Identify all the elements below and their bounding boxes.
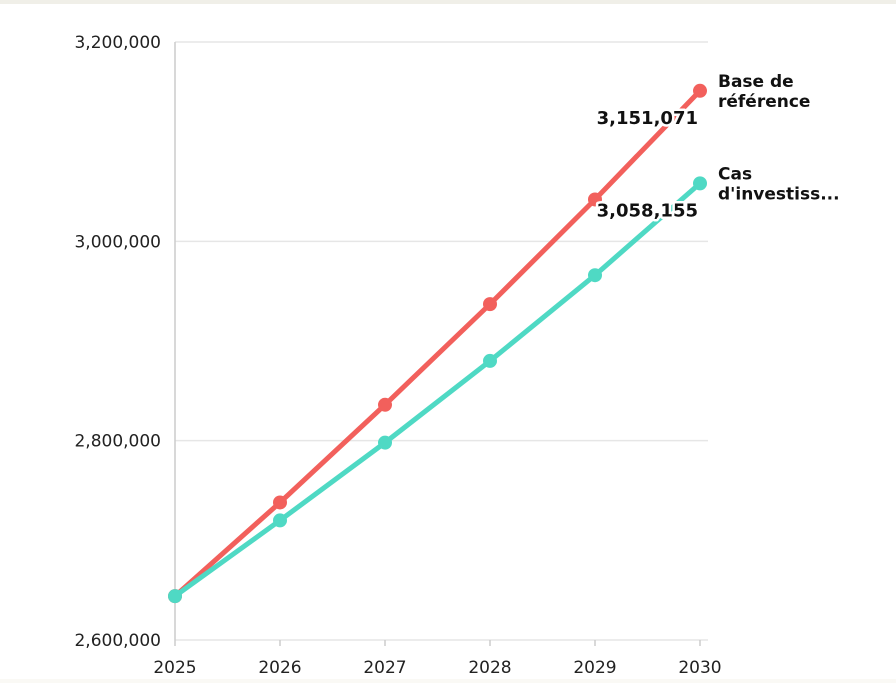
baseline-data-point <box>378 397 392 412</box>
y-tick-label: 2,600,000 <box>74 631 161 651</box>
baseline-series-name-label: Base de <box>718 72 794 92</box>
x-tick-label: 2028 <box>468 658 511 678</box>
investment-data-point <box>693 176 707 191</box>
y-tick-label: 3,200,000 <box>74 33 161 53</box>
y-axis-ticks: 2,600,000 2,800,000 3,000,000 3,200,000 <box>74 33 161 651</box>
series-lines <box>168 83 707 604</box>
investment-data-point <box>378 435 392 450</box>
x-tick-label: 2029 <box>573 658 616 678</box>
baseline-data-point <box>588 192 602 207</box>
investment-data-point <box>273 513 287 528</box>
baseline-end-value-label: 3,151,071 <box>597 108 698 129</box>
baseline-series-name-label: référence <box>718 92 810 112</box>
x-tick-label: 2026 <box>258 658 301 678</box>
investment-series-name-label: d'investiss... <box>718 184 840 204</box>
baseline-series-line <box>172 88 703 599</box>
gridlines <box>174 41 708 641</box>
y-tick-label: 2,800,000 <box>74 432 161 452</box>
x-axis-ticks: 2025 2026 2027 2028 2029 2030 <box>153 640 722 678</box>
baseline-data-point <box>483 297 497 312</box>
baseline-data-point <box>693 83 707 98</box>
investment-series-line <box>172 180 703 599</box>
investment-data-point <box>588 268 602 283</box>
line-chart: 2,600,000 2,800,000 3,000,000 3,200,000 202… <box>74 33 840 678</box>
y-tick-label: 3,000,000 <box>74 232 161 252</box>
x-tick-label: 2025 <box>153 658 196 678</box>
x-tick-label: 2027 <box>363 658 406 678</box>
investment-data-point <box>483 353 497 368</box>
investment-series-name-label: Cas <box>718 164 752 184</box>
investment-data-point <box>168 589 182 604</box>
investment-end-value-label: 3,058,155 <box>597 200 698 221</box>
baseline-data-point <box>273 495 287 510</box>
x-tick-label: 2030 <box>678 658 721 678</box>
